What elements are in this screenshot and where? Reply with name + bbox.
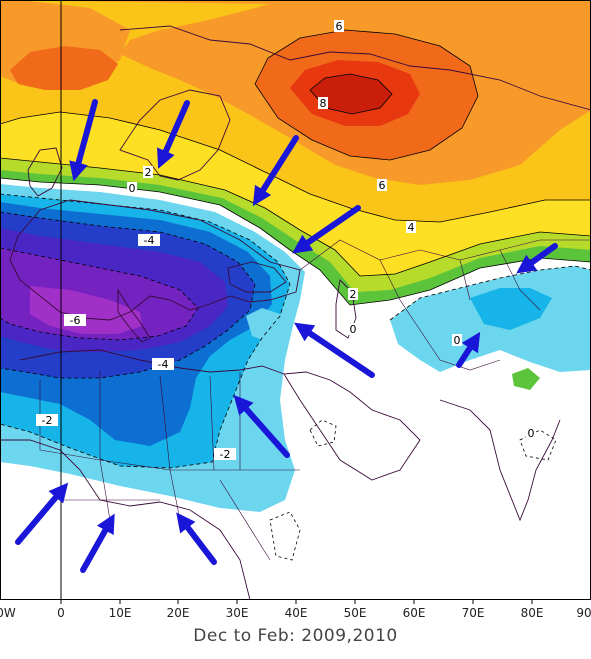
- contour-label-text: -2: [220, 448, 231, 461]
- map-caption: Dec to Feb: 2009,2010: [193, 626, 398, 646]
- contour-label-text: 0: [528, 427, 535, 440]
- contour-label: 6: [377, 179, 387, 192]
- contour-label-text: 2: [145, 166, 152, 179]
- coastline-india: [439, 399, 561, 522]
- contour-line: [519, 429, 557, 461]
- wind-arrow: [252, 135, 299, 207]
- contour-line: [0, 157, 591, 277]
- contour-line: [0, 247, 199, 341]
- wind-arrow: [15, 482, 69, 545]
- coastline-uk: [27, 147, 63, 197]
- wind-arrow: [176, 512, 217, 565]
- wind-arrow: [456, 331, 481, 368]
- wind-arrow: [233, 394, 290, 458]
- negative-anomaly-fields: [0, 184, 591, 512]
- x-tick-label: 20E: [167, 606, 190, 620]
- x-tick-label: 50E: [344, 606, 367, 620]
- x-tick-label: 30E: [226, 606, 249, 620]
- x-tick-label: 40E: [285, 606, 308, 620]
- x-axis: 0W 0 10E 20E 30E 40E 50E 60E 70E 80E 90: [0, 600, 591, 620]
- wind-arrow: [294, 322, 375, 378]
- contour-label-text: 0: [129, 182, 136, 195]
- coastline-black-sea: [227, 261, 287, 293]
- contour-line: [254, 29, 479, 161]
- contour-label: 0: [526, 427, 536, 440]
- contour-label: 4: [406, 221, 416, 234]
- contour-label-text: 0: [350, 323, 357, 336]
- contour-label: -2: [36, 414, 58, 427]
- contour-label: 0: [348, 323, 358, 336]
- contour-label: 2: [348, 288, 358, 301]
- contour-lines: [0, 29, 591, 561]
- contour-line: [0, 111, 591, 223]
- x-tick-label: 60E: [403, 606, 426, 620]
- wind-arrow: [516, 243, 558, 274]
- x-tick-label: 0: [57, 606, 65, 620]
- x-tick-label: 0W: [0, 606, 16, 620]
- coastline-italy: [117, 288, 151, 343]
- contour-label: 8: [318, 97, 328, 110]
- wind-arrow: [157, 100, 190, 169]
- contour-label: -4: [138, 234, 160, 247]
- x-tick-label: 70E: [462, 606, 485, 620]
- x-tick-label: 80E: [521, 606, 544, 620]
- contour-label-text: -4: [158, 358, 169, 371]
- contour-label-text: 0: [454, 334, 461, 347]
- contour-labels: 6 8 6 4 2 2 0 0 -4 -6 -4 -2 -2 0 0: [36, 20, 536, 461]
- contour-line: [389, 265, 591, 321]
- contour-line: [0, 193, 291, 469]
- coastline-africa: [0, 439, 251, 600]
- contour-label-text: 6: [336, 20, 343, 33]
- contour-label-text: 4: [408, 221, 415, 234]
- contour-label: 0: [452, 334, 462, 347]
- border-lines-eurasia: [299, 239, 591, 371]
- anomaly-blob-asia-4: [512, 368, 540, 390]
- contour-label: 6: [334, 20, 344, 33]
- contour-label: 0: [127, 182, 137, 195]
- anomaly-band-neg-7: [30, 286, 142, 334]
- contour-label-text: 2: [350, 288, 357, 301]
- anomaly-blob-asia-2: [470, 288, 552, 330]
- contour-label: -6: [64, 314, 86, 327]
- anomaly-blob-asia-3: [246, 308, 282, 342]
- x-tick-label: 90: [576, 606, 591, 620]
- positive-anomaly-fields: [0, 0, 591, 305]
- contour-label-text: -2: [42, 414, 53, 427]
- anomaly-band-pos-8: [310, 74, 392, 114]
- contour-label-text: 8: [320, 97, 327, 110]
- contour-label: 2: [143, 166, 153, 179]
- contour-label-text: -4: [144, 234, 155, 247]
- coastline-europe: [9, 199, 301, 321]
- wind-arrow: [80, 513, 115, 573]
- contour-label-text: -6: [70, 314, 81, 327]
- contour-label: -4: [152, 358, 174, 371]
- coastline-scandinavia: [119, 89, 231, 181]
- coastline-arabia: [283, 371, 421, 481]
- contour-line: [0, 177, 591, 306]
- contour-label-text: 6: [379, 179, 386, 192]
- x-axis-ticks: [60, 600, 533, 604]
- map-panel: 6 8 6 4 2 2 0 0 -4 -6 -4 -2 -2 0 0: [0, 0, 591, 600]
- coastline-arctic: [119, 25, 591, 111]
- contour-line: [309, 73, 393, 115]
- wind-arrows: [15, 99, 558, 573]
- coastline-mediterranean-south: [19, 349, 285, 375]
- contour-label: -2: [214, 448, 236, 461]
- wind-arrow: [69, 99, 98, 182]
- x-tick-label: 10E: [109, 606, 132, 620]
- wind-arrow: [292, 205, 361, 254]
- contour-line: [309, 419, 337, 447]
